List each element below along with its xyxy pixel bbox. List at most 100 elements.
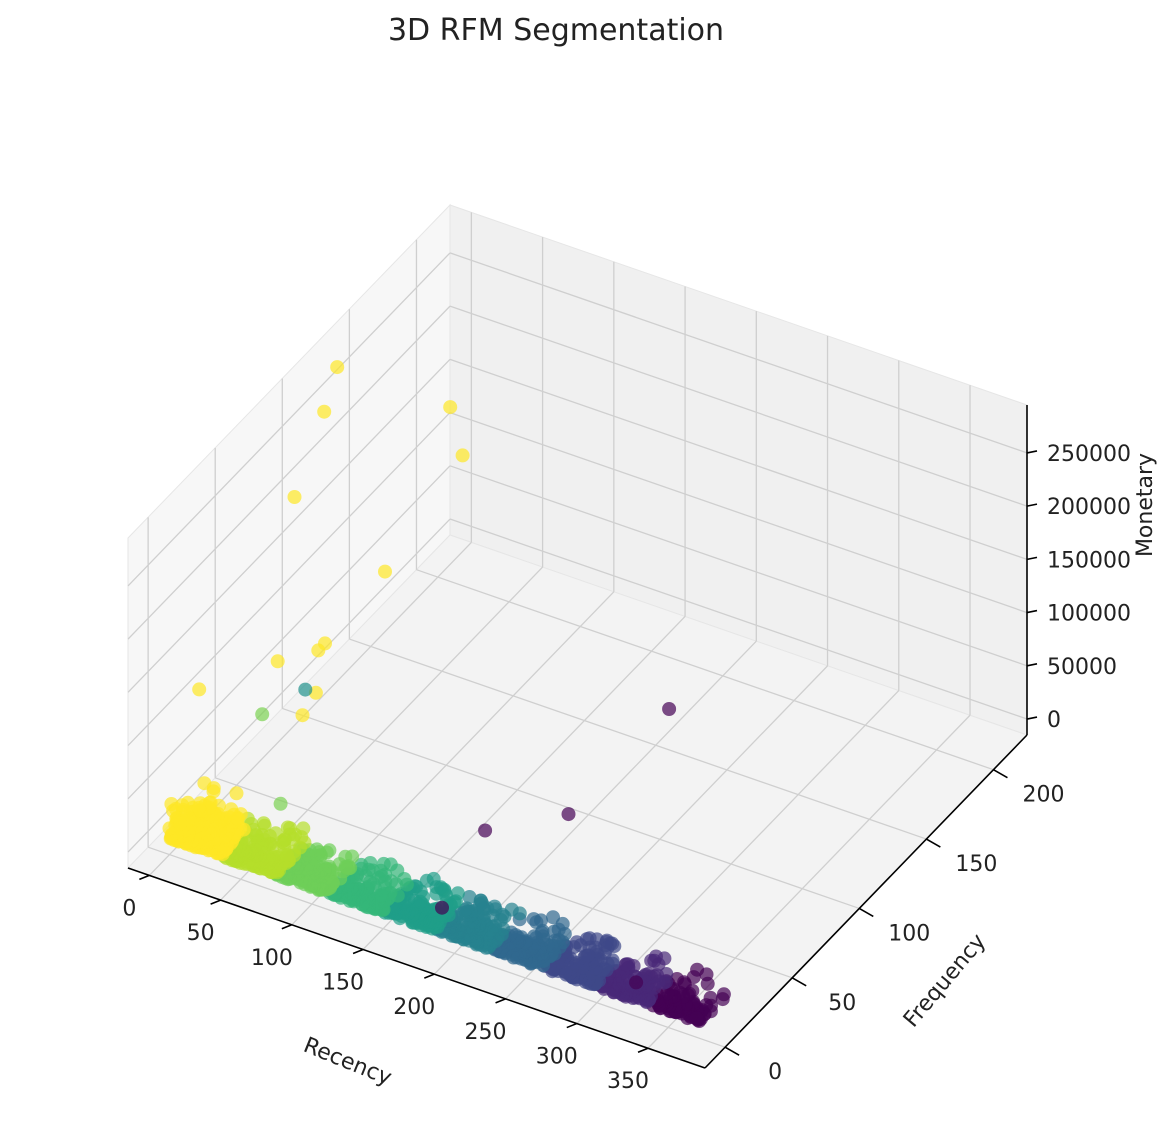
z-gridline bbox=[127, 518, 451, 853]
y-tick-label: 0 bbox=[768, 1060, 782, 1085]
scatter-point bbox=[162, 821, 177, 836]
x-gridline bbox=[647, 714, 971, 1049]
scatter-points bbox=[162, 360, 731, 1028]
z-tick-label: 100000 bbox=[1047, 602, 1131, 627]
axes-lines bbox=[127, 405, 1028, 1069]
scatter-point bbox=[435, 900, 449, 915]
z-tick-mark bbox=[1026, 663, 1038, 667]
z-gridline bbox=[449, 305, 1028, 507]
y-tick-label: 200 bbox=[1022, 783, 1064, 808]
x-tick-mark bbox=[281, 924, 293, 930]
z-gridline bbox=[127, 358, 451, 693]
z-tick-mark bbox=[1026, 450, 1038, 454]
y-tick-mark bbox=[925, 838, 941, 848]
scatter-point bbox=[547, 924, 562, 939]
scatter-point bbox=[298, 682, 313, 697]
scatter-point bbox=[689, 1011, 704, 1026]
scatter-point bbox=[203, 795, 218, 810]
x-tick-label: 100 bbox=[251, 946, 293, 971]
z-gridline bbox=[449, 252, 1028, 454]
y-tick-mark bbox=[858, 907, 874, 918]
x-tick-label: 150 bbox=[322, 970, 364, 995]
scatter-point bbox=[690, 962, 705, 977]
z-gridline bbox=[449, 465, 1028, 667]
scatter-point bbox=[561, 807, 576, 822]
z-gridline bbox=[449, 411, 1028, 614]
y-tick-label: 150 bbox=[955, 852, 997, 877]
scatter-point bbox=[644, 953, 659, 968]
scatter-point bbox=[455, 448, 470, 463]
z-tick-mark bbox=[1026, 609, 1038, 614]
scatter-point bbox=[443, 400, 458, 415]
z-axis-label: Monetary bbox=[1133, 453, 1158, 557]
scatter-point bbox=[450, 886, 465, 901]
y-gridline bbox=[349, 638, 927, 840]
scatter-point bbox=[229, 786, 244, 801]
scatter-point bbox=[173, 816, 188, 831]
chart-title: 3D RFM Segmentation bbox=[388, 13, 724, 48]
scatter-point bbox=[273, 796, 288, 811]
scatter-point bbox=[164, 797, 179, 811]
scatter-point bbox=[317, 404, 332, 419]
x-axis-line bbox=[127, 867, 706, 1069]
z-gridline bbox=[127, 412, 451, 747]
scatter-point bbox=[703, 990, 718, 1005]
scatter-point bbox=[255, 707, 270, 722]
scatter-point bbox=[175, 798, 190, 813]
y-tick-mark bbox=[993, 768, 1008, 779]
x-tick-label: 50 bbox=[187, 921, 215, 946]
x-tick-label: 250 bbox=[465, 1020, 507, 1045]
z-tick-mark bbox=[1026, 503, 1038, 507]
z-tick-label: 250000 bbox=[1047, 442, 1131, 467]
z-tick-label: 150000 bbox=[1047, 548, 1131, 573]
scatter-point bbox=[330, 360, 345, 375]
scatter-point bbox=[478, 823, 493, 838]
y-tick-label: 50 bbox=[828, 991, 856, 1016]
y-tick-mark bbox=[791, 977, 807, 987]
y-tick-label: 100 bbox=[888, 921, 930, 946]
scatter-point bbox=[287, 490, 302, 504]
scatter-point bbox=[280, 820, 295, 835]
x-tick-mark bbox=[566, 1022, 578, 1029]
z-gridline bbox=[449, 358, 1028, 560]
y-axis-line bbox=[704, 734, 1028, 1069]
z-gridline bbox=[449, 518, 1028, 720]
scatter-point bbox=[378, 564, 392, 579]
z-tick-label: 200000 bbox=[1047, 495, 1131, 520]
scatter-point bbox=[354, 857, 369, 872]
scatter-point bbox=[629, 975, 644, 990]
x-tick-mark bbox=[424, 973, 435, 979]
scatter-point bbox=[376, 856, 391, 871]
x-tick-label: 300 bbox=[536, 1045, 578, 1070]
scatter-point bbox=[716, 987, 731, 1002]
z-gridline bbox=[127, 252, 451, 587]
scatter-point bbox=[295, 708, 310, 723]
y-gridline bbox=[214, 777, 793, 979]
scatter-point bbox=[308, 685, 323, 700]
scatter-point bbox=[256, 816, 271, 831]
scatter-point bbox=[270, 654, 285, 669]
axes-gridlines bbox=[127, 212, 1028, 1049]
x-tick-label: 350 bbox=[607, 1069, 649, 1094]
z-tick-mark bbox=[1026, 716, 1038, 720]
x-tick-mark bbox=[139, 874, 150, 881]
z-tick-label: 0 bbox=[1047, 708, 1061, 733]
x-tick-label: 0 bbox=[122, 896, 136, 921]
z-gridline bbox=[127, 305, 451, 640]
z-tick-mark bbox=[1026, 556, 1038, 561]
x-tick-label: 200 bbox=[393, 995, 435, 1020]
y-tick-mark bbox=[724, 1046, 740, 1056]
x-tick-mark bbox=[495, 998, 506, 1004]
y-gridline bbox=[147, 846, 726, 1048]
z-tick-label: 50000 bbox=[1047, 655, 1117, 680]
x-tick-mark bbox=[210, 899, 221, 905]
scatter-point bbox=[662, 702, 677, 716]
scatter-point bbox=[197, 776, 212, 791]
z-gridline bbox=[127, 465, 451, 800]
scatter-point bbox=[462, 890, 477, 904]
scatter-point bbox=[473, 893, 488, 908]
y-gridline bbox=[416, 569, 994, 771]
scatter-point bbox=[191, 800, 206, 815]
scatter-point bbox=[192, 682, 207, 697]
